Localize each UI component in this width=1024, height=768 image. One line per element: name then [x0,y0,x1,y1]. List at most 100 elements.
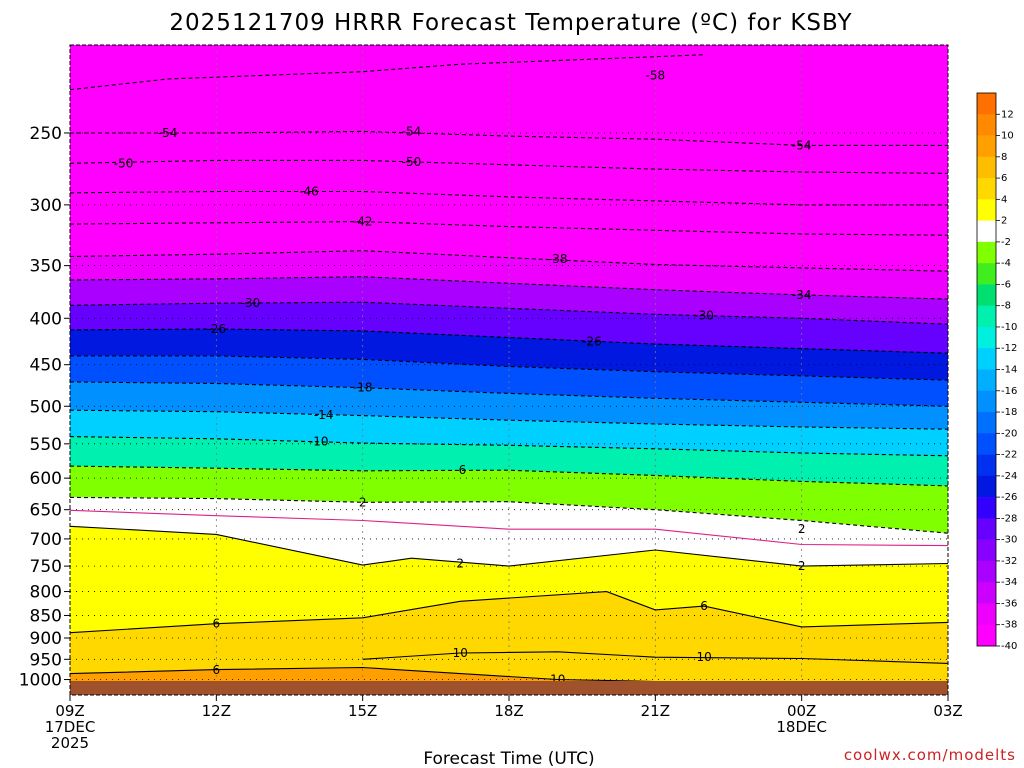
contour-line [70,591,948,634]
contour-line [70,130,948,146]
x-tick-label: 12Z [202,702,231,720]
colorbar-swatch [977,156,996,179]
credit-text[interactable]: coolwx.com/modelts [844,746,1016,764]
plot-area: -58 -54 -54 -54 -50 -50 -46 -42 -38 -34 -30 -30 -26 -… [70,45,948,695]
colorbar-swatch [977,178,996,200]
y-axis: 250 300 350 400 450 500 550 600 650 700 750 800 850 9… [19,124,70,691]
contour-label: 10 [696,650,711,664]
contour-label: -58 [646,68,666,82]
contour-line [70,509,948,547]
y-tick-label: 650 [30,501,62,521]
y-tick-label: 400 [30,309,62,329]
x-tick-label: 2025 [51,734,89,752]
x-tick-label: 18DEC [776,718,827,736]
colorbar-swatch [977,326,996,349]
y-tick-label: 700 [30,530,62,550]
colorbar-label: -40 [1001,641,1017,652]
colorbar-label: -4 [1001,258,1011,269]
colorbar-swatch [977,369,996,392]
colorbar-swatch [977,199,996,221]
contour-label: -50 [402,155,422,169]
contour-label: 6 [213,617,221,631]
colorbar-label: -18 [1001,407,1017,418]
x-tick-label: 21Z [641,702,670,720]
contour-label: -30 [694,308,714,322]
contour-label: 2 [359,495,367,509]
colorbar-swatch [977,603,996,626]
contour-line [70,159,948,174]
colorbar-label: 8 [1001,152,1007,163]
colorbar-label: -30 [1001,535,1017,546]
contour-label: -26 [582,334,602,348]
y-tick-label: 950 [30,650,62,670]
colorbar-swatch [977,539,996,562]
colorbar-swatch [977,475,996,498]
colorbar-label: -10 [1001,322,1017,333]
colorbar-swatch [977,412,996,434]
colorbar-label: -26 [1001,492,1017,503]
contour-label: 6 [213,663,221,677]
contour-label: 6 [700,599,708,613]
y-tick-label: 600 [30,469,62,489]
contour-label: -14 [314,408,334,422]
contour-label: -30 [241,296,261,310]
contour-label: -46 [299,184,319,198]
y-tick-label: 800 [30,583,62,603]
x-tick-label: 15Z [348,702,377,720]
ground-strip [70,681,948,695]
y-tick-label: 300 [30,196,62,216]
contour-label: -6 [454,463,466,477]
colorbar-label: -2 [1001,237,1011,248]
colorbar-label: -22 [1001,450,1017,461]
contour-labels: -58 -54 -54 -54 -50 -50 -46 -42 -38 -34 -30 -30 -26 -… [114,68,812,686]
contour-line [362,651,948,664]
y-tick-label: 550 [30,435,62,455]
colorbar-swatch [977,454,996,477]
x-tick-label: 18Z [494,702,523,720]
colorbar-swatch [977,348,996,370]
y-tick-label: 750 [30,557,62,577]
colorbar-swatch [977,560,996,583]
colorbar-label: -16 [1001,386,1017,397]
y-tick-label: 500 [30,397,62,417]
colorbar-label: -14 [1001,365,1017,376]
colorbar-label: 6 [1001,173,1007,184]
contour-lines [70,54,948,685]
contour-line [70,465,948,487]
x-tick-label: 17DEC [45,718,96,736]
x-tick-label: 00Z [787,702,816,720]
colorbar-label: -6 [1001,279,1011,290]
colorbar-swatch [977,582,996,604]
colorbar-label: -34 [1001,577,1017,588]
contour-label: 10 [453,646,468,660]
y-tick-label: 900 [30,629,62,649]
colorbar-label: 2 [1001,216,1007,227]
contour-label: 2 [798,522,806,536]
colorbar-label: -28 [1001,513,1017,524]
contour-line [70,525,948,567]
contour-line [70,190,948,206]
y-tick-label: 850 [30,606,62,626]
colorbar-swatch [977,390,996,413]
colorbar-swatch [977,433,996,455]
colorbar-label: 12 [1001,109,1014,120]
y-tick-label: 1000 [19,671,62,691]
contour-label: -42 [353,215,373,229]
y-tick-label: 250 [30,124,62,144]
colorbar-swatch [977,241,996,264]
colorbar: 12 10 8 6 4 2 -2 -4 -6 -8 -10 -12 -14 -16 -18 -20 -22 -24… [976,92,1017,652]
colorbar-swatch [977,497,996,519]
colorbar-swatch [977,135,996,158]
colorbar-swatch [977,305,996,328]
contour-label: -54 [792,138,812,152]
y-tick-label: 450 [30,356,62,376]
colorbar-label: -38 [1001,620,1017,631]
chart-title: 2025121709 HRRR Forecast Temperature (ºC… [169,10,852,36]
colorbar-swatch [977,220,996,243]
colorbar-label: -12 [1001,343,1017,354]
colorbar-swatch [977,624,996,647]
contour-label: 2 [798,559,806,573]
colorbar-label: -8 [1001,301,1011,312]
